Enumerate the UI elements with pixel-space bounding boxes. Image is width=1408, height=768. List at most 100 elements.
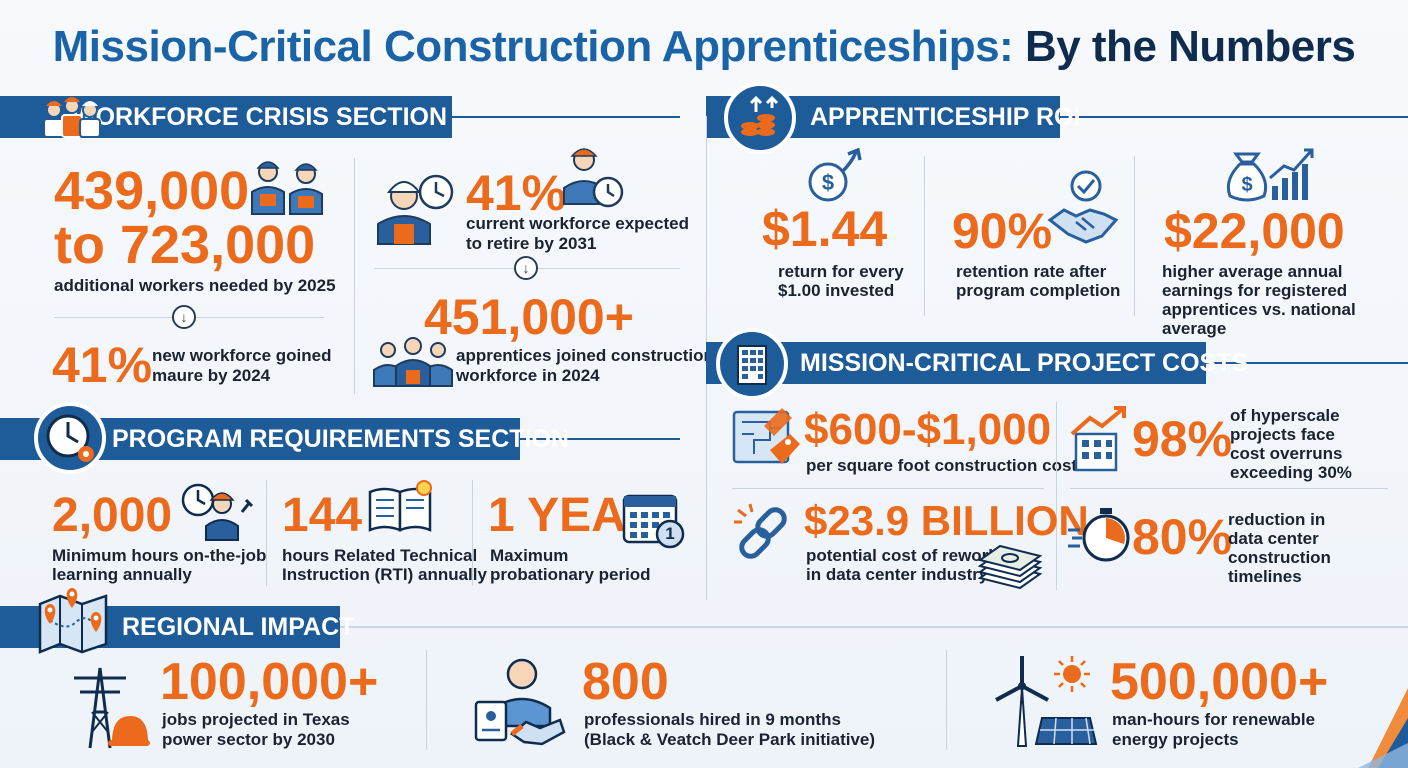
- dollar-growth-icon: $: [804, 148, 868, 204]
- vertical-divider: [426, 650, 427, 750]
- hired-desc-line1: professionals hired in 9 months: [584, 710, 841, 729]
- svg-text:$: $: [1241, 174, 1252, 196]
- regional-heading: REGIONAL IMPACT: [122, 613, 355, 641]
- overrun-desc-line1: of hyperscale: [1230, 406, 1340, 425]
- gained-desc-line1: new workforce goined: [152, 346, 332, 365]
- workers-pair-icon: [246, 156, 330, 216]
- rti-desc-line1: hours Related Technical: [282, 546, 478, 565]
- money-bag-chart-icon: $: [1222, 144, 1318, 204]
- texas-value: 100,000+: [160, 653, 379, 711]
- vertical-divider: [1056, 402, 1057, 590]
- vertical-divider: [266, 480, 267, 586]
- divider: [732, 488, 1044, 489]
- apprentices-value: 451,000+: [424, 289, 634, 345]
- hours-desc-line2: learning annually: [52, 565, 192, 584]
- apprentices-desc-line2: workforce in 2024: [456, 366, 600, 385]
- vertical-divider: [1134, 156, 1135, 316]
- down-arrow-icon: ↓: [172, 305, 196, 329]
- overrun-desc-line4: exceeding 30%: [1230, 463, 1352, 482]
- gained-desc-line2: maure by 2024: [152, 366, 271, 385]
- vertical-divider: [924, 156, 925, 316]
- probation-desc-line1: Maximum: [490, 546, 569, 565]
- hours-desc-line1: Minimum hours on-the-job: [52, 546, 267, 565]
- earnings-desc-line3: apprentices vs. national average: [1162, 300, 1356, 338]
- map-pin-icon: [36, 588, 112, 656]
- costs-heading: MISSION-CRITICAL PROJECT COSTS: [800, 349, 1249, 377]
- overrun-desc-line2: projects face: [1230, 425, 1335, 444]
- rework-desc-line1: potential cost of rework: [806, 546, 998, 565]
- blueprint-icon: [730, 404, 804, 474]
- vertical-divider: [946, 650, 947, 750]
- book-icon: [366, 476, 438, 536]
- calendar-number: 1: [665, 524, 675, 543]
- decorative-corner: [1348, 688, 1408, 768]
- divider: [1070, 488, 1388, 489]
- rework-desc-line2: in data center industry: [806, 565, 989, 584]
- retention-value: 90%: [952, 203, 1053, 259]
- worker-clock-icon: [372, 170, 458, 246]
- regional-rule: [0, 626, 1408, 628]
- manhours-desc-line1: man-hours for renewable: [1112, 710, 1316, 729]
- timeline-desc-line2: data center: [1228, 529, 1319, 548]
- worker-clock-wrench-icon: [180, 482, 256, 542]
- down-arrow-icon: ↓: [514, 256, 538, 280]
- earnings-desc-line1: higher average annual: [1162, 262, 1343, 281]
- texas-desc-line2: power sector by 2030: [162, 730, 335, 749]
- power-tower-icon: [60, 662, 150, 752]
- hired-desc-line2: (Black & Veatch Deer Park initiative): [584, 730, 876, 749]
- costs-section-header: MISSION-CRITICAL PROJECT COSTS: [706, 342, 1248, 384]
- clock-gear-icon: [34, 402, 106, 474]
- rti-desc-line2: Instruction (RTI) annually: [282, 565, 487, 584]
- group-workers-icon: [372, 336, 454, 388]
- probation-desc-line2: probationary period: [490, 565, 651, 584]
- retire-value: 41%: [466, 165, 567, 221]
- manhours-value: 500,000+: [1110, 653, 1329, 711]
- retire-desc-line1: current workforce expected: [466, 214, 689, 233]
- page-title: Mission-Critical Construction Apprentice…: [52, 22, 1356, 71]
- workers-needed-line2: to 723,000: [54, 215, 316, 275]
- retire-desc-line2: to retire by 2031: [466, 234, 597, 253]
- hired-value: 800: [582, 653, 669, 711]
- workers-icon: [36, 92, 108, 142]
- workers-needed-line1: 439,000: [54, 161, 250, 221]
- money-stack-icon: [976, 538, 1044, 596]
- manhours-desc-line2: energy projects: [1112, 730, 1239, 749]
- rti-value: 144: [282, 489, 363, 542]
- timeline-value: 80%: [1132, 509, 1233, 565]
- program-heading: PROGRAM REQUIREMENTS SECTION: [112, 425, 569, 453]
- return-desc-line2: $1.00 invested: [778, 281, 895, 300]
- rework-value: $23.9 BILLION: [804, 497, 1089, 544]
- professional-handshake-icon: [472, 652, 568, 748]
- texas-desc-line1: jobs projected in Texas: [162, 710, 350, 729]
- retention-desc-line1: retention rate after: [956, 262, 1107, 281]
- vertical-divider: [354, 158, 355, 394]
- return-desc-line1: return for every: [778, 262, 904, 281]
- building-icon: [716, 328, 788, 400]
- overrun-desc-line3: cost overruns: [1230, 444, 1343, 463]
- sqft-desc: per square foot construction costs: [806, 456, 1087, 475]
- broken-link-icon: [732, 502, 796, 566]
- roi-heading: APPRENTICESHIP ROI: [810, 103, 1081, 131]
- calendar-icon: 1: [620, 488, 690, 552]
- sqft-value: $600-$1,000: [804, 405, 1052, 454]
- workers-needed-desc: additional workers needed by 2025: [54, 276, 336, 295]
- workforce-heading: WORKFORCE CRISIS SECTION: [72, 103, 448, 131]
- svg-text:$: $: [822, 170, 834, 195]
- overrun-value: 98%: [1132, 411, 1233, 467]
- gained-value: 41%: [52, 337, 153, 393]
- vertical-divider: [472, 480, 473, 586]
- earnings-value: $22,000: [1164, 203, 1345, 259]
- earnings-desc-line2: earnings for registered: [1162, 281, 1348, 300]
- handshake-icon: [1046, 170, 1120, 250]
- retention-desc-line2: program completion: [956, 281, 1121, 300]
- hours-value: 2,000: [52, 489, 173, 542]
- coins-growth-icon: [724, 82, 796, 154]
- return-value: $1.44: [762, 201, 888, 257]
- timeline-desc-line3: construction timelines: [1228, 548, 1331, 586]
- apprentices-desc-line1: apprentices joined construction: [456, 346, 714, 365]
- chart-building-icon: [1068, 404, 1132, 474]
- stopwatch-icon: [1066, 504, 1132, 564]
- timeline-desc-line1: reduction in: [1228, 510, 1326, 529]
- renewable-energy-icon: [992, 652, 1098, 748]
- worker-timer-icon: [560, 142, 626, 210]
